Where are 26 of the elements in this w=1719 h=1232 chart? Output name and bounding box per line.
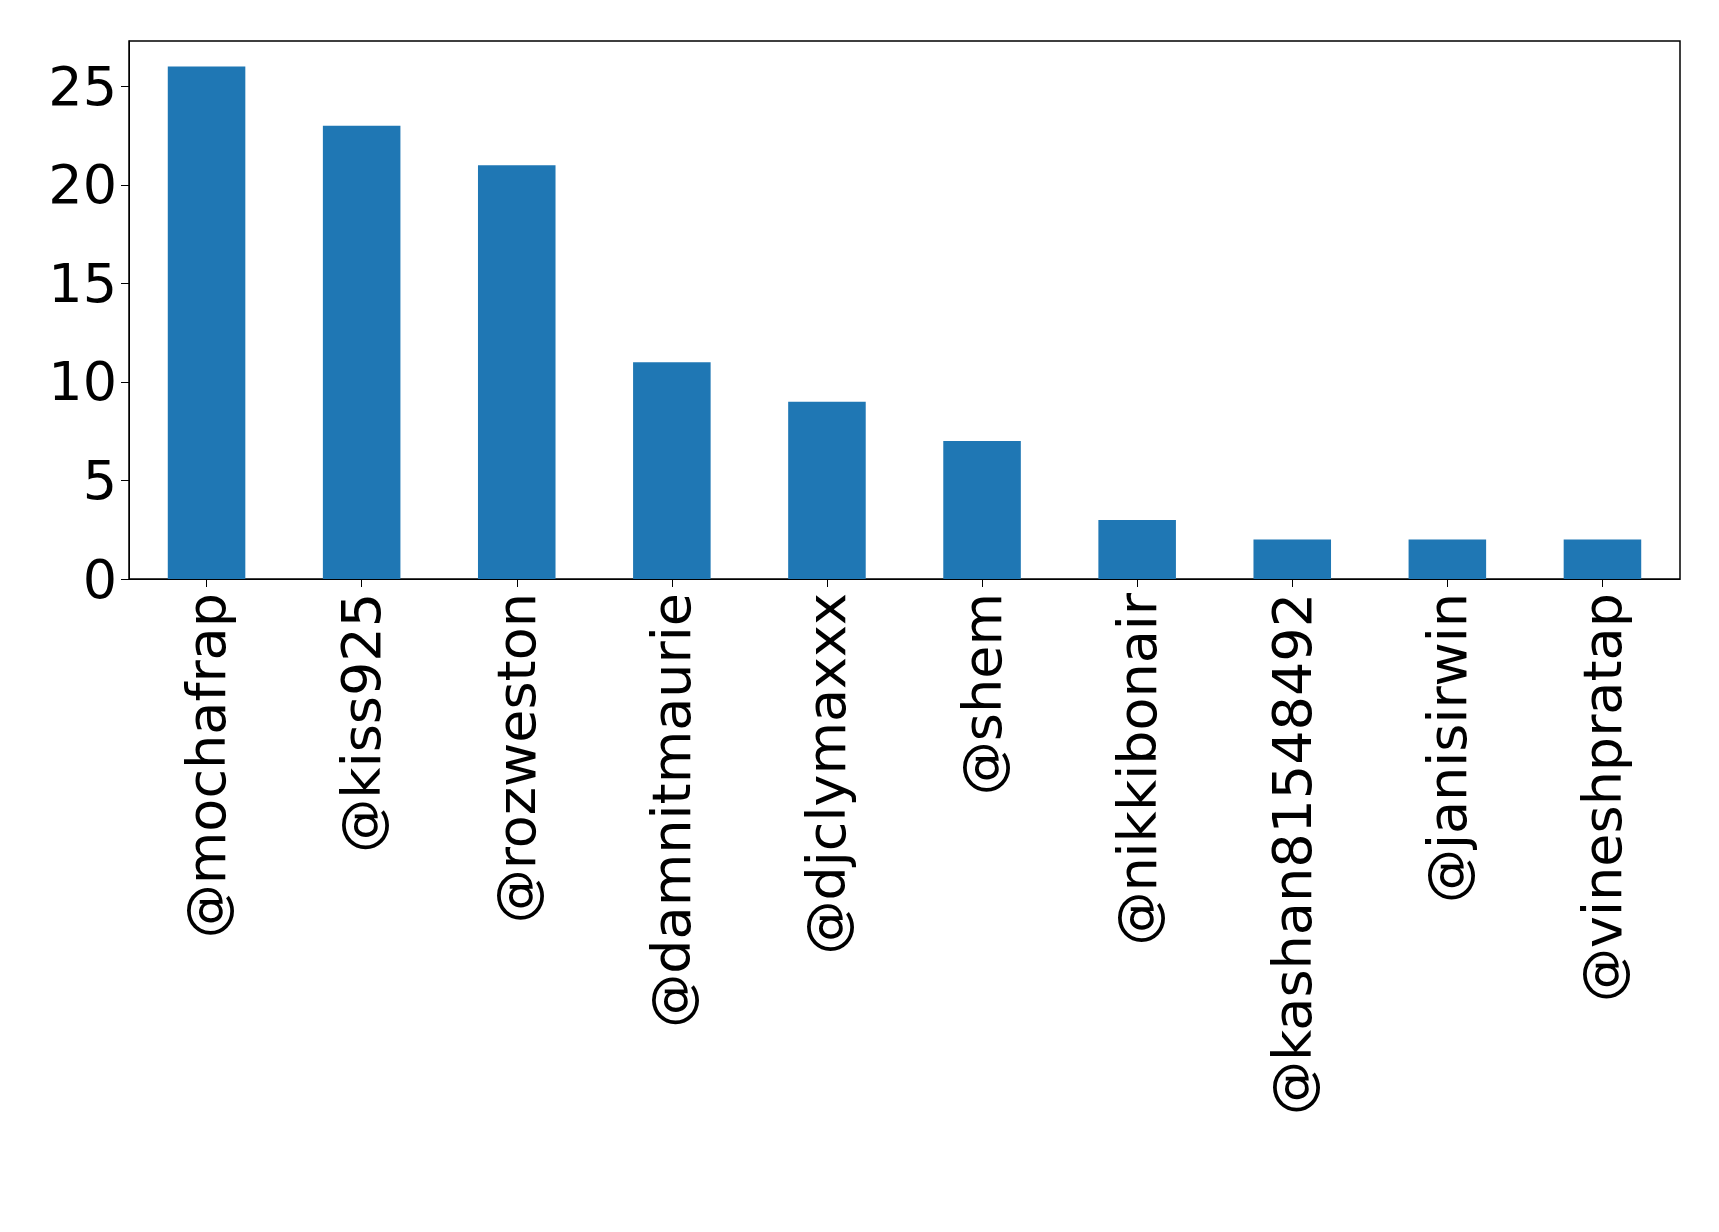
x-tick-label: @kashan81548492 bbox=[1260, 593, 1324, 1115]
bar bbox=[633, 362, 711, 579]
y-tick-label: 15 bbox=[48, 251, 117, 315]
x-tick-label: @damnitmaurie bbox=[640, 593, 704, 1028]
y-tick-label: 20 bbox=[48, 153, 117, 217]
bar bbox=[788, 401, 866, 579]
x-tick-label: @nikkibonair bbox=[1105, 592, 1169, 946]
bar bbox=[1408, 539, 1487, 579]
y-tick-label: 5 bbox=[82, 448, 117, 512]
bar bbox=[322, 125, 401, 579]
y-tick-label: 10 bbox=[48, 350, 117, 414]
x-tick-label: @vineshpratap bbox=[1570, 593, 1634, 1002]
x-tick-label: @shem bbox=[950, 593, 1014, 796]
x-tick-label: @mochafrap bbox=[175, 593, 239, 939]
y-tick-label: 25 bbox=[48, 54, 117, 118]
x-tick-label: @kiss925 bbox=[330, 593, 394, 853]
bar bbox=[1563, 539, 1642, 579]
x-tick-label: @djclymaxxx bbox=[795, 593, 859, 955]
bar bbox=[477, 165, 556, 579]
x-tick-label: @rozweston bbox=[485, 593, 549, 924]
bar bbox=[1253, 539, 1332, 579]
y-tick-label: 0 bbox=[82, 547, 117, 611]
bar bbox=[167, 66, 246, 579]
x-tick-label: @janisirwin bbox=[1415, 593, 1479, 904]
bar bbox=[943, 441, 1021, 579]
bar bbox=[1098, 519, 1176, 579]
